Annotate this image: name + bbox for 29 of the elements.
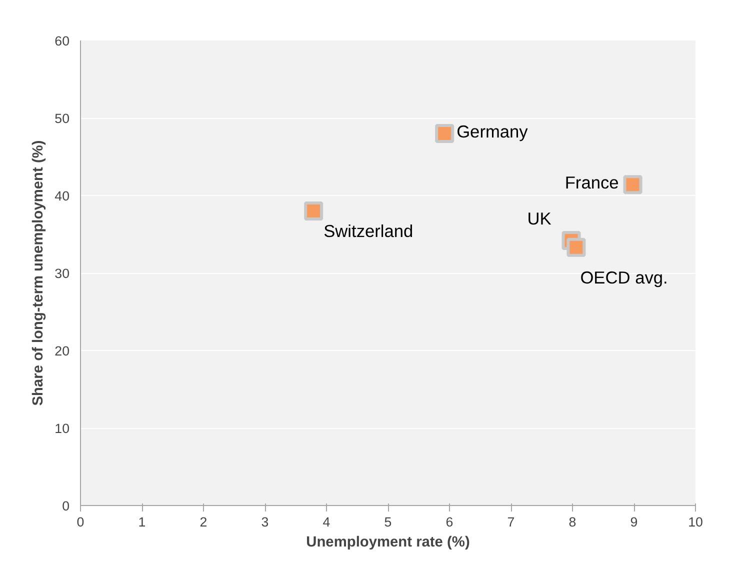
y-tick-label: 50 xyxy=(54,111,70,126)
annotation: Germany xyxy=(456,122,528,142)
annotation: UK xyxy=(527,208,552,228)
x-tick-label: 2 xyxy=(200,514,208,530)
annotation: OECD avg. xyxy=(580,267,668,288)
y-tick-label: 10 xyxy=(54,421,70,436)
x-tick-label: 9 xyxy=(630,514,638,530)
x-tick-label: 7 xyxy=(507,514,515,530)
annotation: Switzerland xyxy=(324,221,414,241)
y-tick-label: 30 xyxy=(54,266,70,281)
x-tick-label: 3 xyxy=(261,514,269,530)
point xyxy=(623,175,642,194)
point xyxy=(304,202,324,220)
y-axis-title: Share of long-term unemployment (%) xyxy=(30,140,47,406)
x-tick-label: 0 xyxy=(76,514,84,530)
annotation: France xyxy=(564,172,619,193)
x-tick-label: 6 xyxy=(446,514,454,530)
y-tick-label: 40 xyxy=(54,188,70,204)
point xyxy=(435,124,454,143)
x-tick-label: 4 xyxy=(322,514,331,530)
y-tick-label: 0 xyxy=(62,498,70,514)
x-tick-label: 10 xyxy=(688,514,703,530)
x-tick-label: 5 xyxy=(384,514,392,530)
y-tick-label: 20 xyxy=(54,344,70,358)
x-tick-label: 1 xyxy=(138,514,146,530)
x-tick-label: 8 xyxy=(568,514,576,530)
y-tick-label: 60 xyxy=(54,34,70,48)
point xyxy=(566,238,586,257)
x-axis-title: Unemployment rate (%) xyxy=(306,534,470,550)
